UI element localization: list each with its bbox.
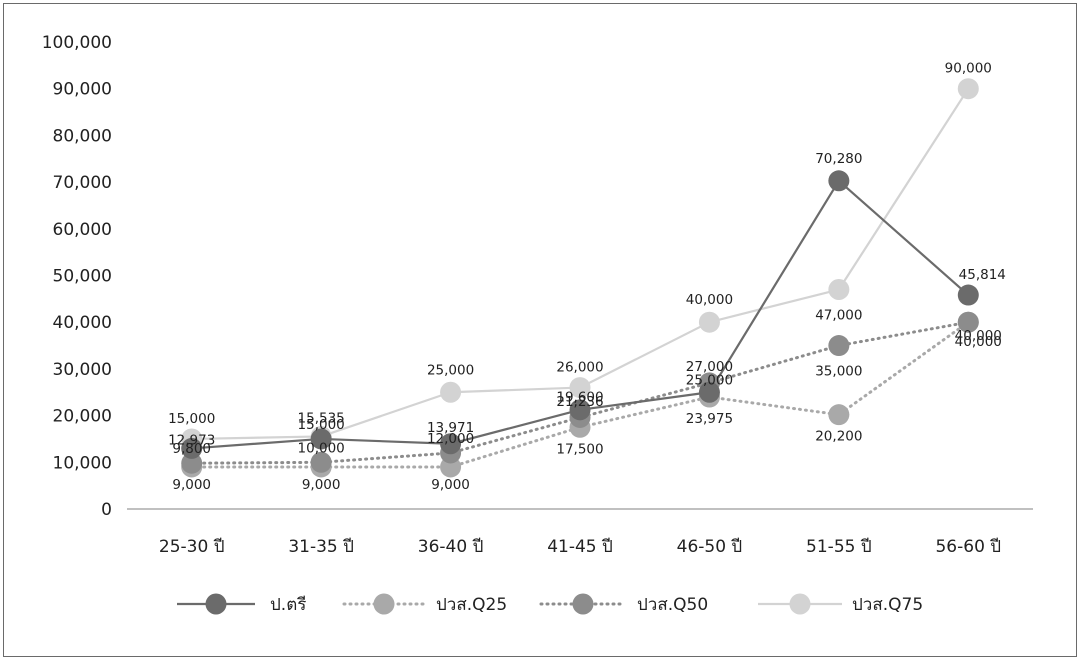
data-label: 40,000 bbox=[955, 328, 1002, 344]
data-label: 9,800 bbox=[172, 441, 211, 457]
y-axis: 0 10,000 20,000 30,000 40,000 50,000 60,000 70,… bbox=[42, 33, 112, 520]
data-label: 40,000 bbox=[686, 292, 733, 308]
data-point bbox=[828, 335, 850, 357]
data-labels: 12,973 15,000 13,971 21,236 25,000 70,280 45,8… bbox=[168, 61, 1006, 493]
data-label: 10,000 bbox=[298, 440, 345, 456]
data-point bbox=[569, 399, 591, 421]
data-label: 9,000 bbox=[172, 477, 211, 493]
data-point bbox=[698, 381, 720, 403]
series-points bbox=[181, 78, 979, 478]
data-label: 27,000 bbox=[686, 359, 733, 375]
data-point bbox=[181, 437, 203, 459]
data-label: 70,280 bbox=[815, 151, 862, 167]
data-label: 21,236 bbox=[556, 394, 603, 410]
legend-label: ปวส.Q25 bbox=[436, 595, 507, 615]
y-tick-label: 100,000 bbox=[42, 33, 112, 53]
data-point bbox=[698, 311, 720, 333]
legend: ป.ตรี ปวส.Q25 ปวส.Q50 ปวส.Q75 bbox=[177, 593, 923, 615]
x-tick-label: 56-60 ปี bbox=[935, 537, 1001, 557]
data-point bbox=[828, 170, 850, 192]
x-tick-label: 46-50 ปี bbox=[677, 537, 743, 557]
x-tick-label: 36-40 ปี bbox=[418, 537, 484, 557]
y-tick-label: 0 bbox=[101, 500, 112, 520]
data-point bbox=[181, 452, 203, 474]
legend-label: ปวส.Q75 bbox=[852, 595, 923, 615]
y-tick-label: 60,000 bbox=[53, 220, 112, 240]
data-label: 40,000 bbox=[955, 334, 1002, 350]
data-point bbox=[310, 428, 332, 450]
y-tick-label: 40,000 bbox=[53, 313, 112, 333]
data-label: 23,975 bbox=[686, 411, 733, 427]
y-tick-label: 30,000 bbox=[53, 360, 112, 380]
y-tick-label: 90,000 bbox=[53, 80, 112, 100]
data-label: 47,000 bbox=[815, 308, 862, 324]
data-label: 9,000 bbox=[431, 477, 470, 493]
x-tick-label: 51-55 ปี bbox=[806, 537, 872, 557]
data-label: 20,200 bbox=[815, 429, 862, 445]
data-label: 15,000 bbox=[168, 411, 215, 427]
data-point bbox=[440, 381, 462, 403]
data-label: 26,000 bbox=[556, 360, 603, 376]
legend-label: ป.ตรี bbox=[270, 595, 306, 615]
x-tick-label: 25-30 ปี bbox=[159, 537, 225, 557]
data-point bbox=[828, 279, 850, 301]
x-tick-label: 31-35 ปี bbox=[288, 537, 354, 557]
data-label: 9,000 bbox=[302, 477, 341, 493]
legend-marker bbox=[373, 593, 395, 615]
data-point bbox=[828, 404, 850, 426]
data-label: 90,000 bbox=[945, 61, 992, 77]
data-label: 13,971 bbox=[427, 420, 474, 436]
data-label: 25,000 bbox=[427, 362, 474, 378]
y-tick-label: 70,000 bbox=[53, 173, 112, 193]
x-tick-label: 41-45 ปี bbox=[547, 537, 613, 557]
data-point bbox=[440, 433, 462, 455]
data-label: 45,814 bbox=[959, 267, 1006, 283]
legend-marker bbox=[572, 593, 594, 615]
data-point bbox=[569, 377, 591, 399]
data-label: 15,535 bbox=[298, 410, 345, 426]
data-label: 35,000 bbox=[815, 364, 862, 380]
data-label: 25,000 bbox=[686, 372, 733, 388]
data-label: 19,600 bbox=[556, 389, 603, 405]
y-tick-label: 50,000 bbox=[53, 267, 112, 287]
data-label: 17,500 bbox=[556, 441, 603, 457]
x-axis: 25-30 ปี 31-35 ปี 36-40 ปี 41-45 ปี 46-50 ปี… bbox=[127, 508, 1033, 557]
data-point bbox=[310, 451, 332, 473]
legend-label: ปวส.Q50 bbox=[637, 595, 708, 615]
data-label: 15,000 bbox=[298, 417, 345, 433]
legend-marker bbox=[789, 593, 811, 615]
y-tick-label: 80,000 bbox=[53, 126, 112, 146]
y-tick-label: 20,000 bbox=[53, 407, 112, 427]
data-label: 12,973 bbox=[168, 432, 215, 448]
data-point bbox=[957, 284, 979, 306]
data-point bbox=[957, 311, 979, 333]
y-tick-label: 10,000 bbox=[53, 453, 112, 473]
data-point bbox=[957, 78, 979, 100]
chart-frame bbox=[3, 3, 1077, 657]
data-label: 12,000 bbox=[427, 431, 474, 447]
legend-marker bbox=[205, 593, 227, 615]
